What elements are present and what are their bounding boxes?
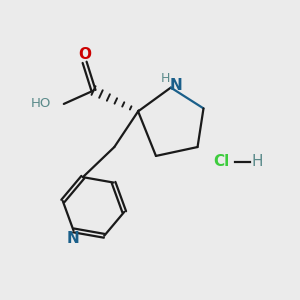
Text: O: O — [79, 47, 92, 62]
Text: Cl: Cl — [213, 154, 230, 169]
Text: HO: HO — [31, 97, 51, 110]
Text: H: H — [161, 72, 170, 85]
Text: N: N — [170, 78, 182, 93]
Text: N: N — [67, 231, 80, 246]
Text: H: H — [251, 154, 263, 169]
